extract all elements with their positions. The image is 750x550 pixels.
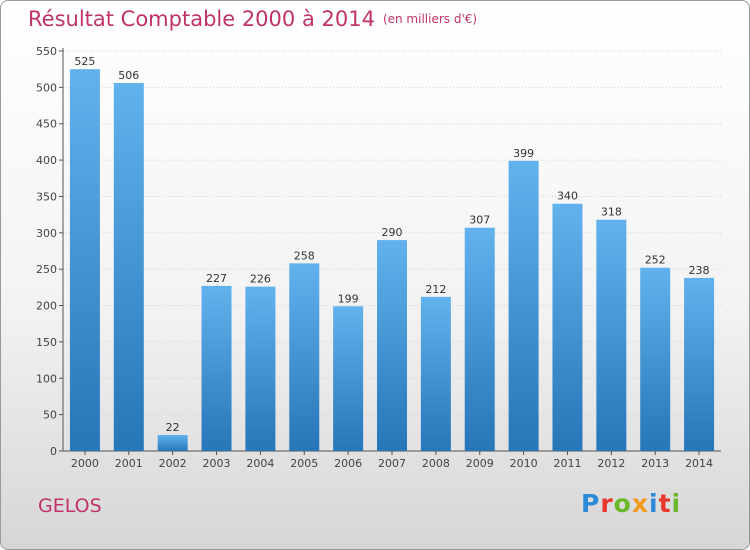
bar-2014 bbox=[684, 277, 715, 451]
x-tick-label-2009: 2009 bbox=[466, 457, 494, 470]
bar-2003 bbox=[201, 285, 232, 451]
data-label-2003: 227 bbox=[206, 272, 227, 285]
bar-2009 bbox=[464, 227, 495, 451]
bar-layer bbox=[69, 69, 715, 451]
data-label-2014: 238 bbox=[689, 264, 710, 277]
x-tick-label-2004: 2004 bbox=[246, 457, 274, 470]
bar-2002 bbox=[157, 435, 188, 451]
bar-2011 bbox=[552, 203, 583, 451]
y-tick-label: 550 bbox=[36, 45, 57, 58]
x-tick-label-2000: 2000 bbox=[71, 457, 99, 470]
bar-2010 bbox=[508, 160, 539, 451]
bar-2012 bbox=[596, 219, 627, 451]
chart-title: Résultat Comptable 2000 à 2014 (en millie… bbox=[28, 7, 477, 31]
bar-2004 bbox=[245, 286, 276, 451]
data-label-2010: 399 bbox=[513, 147, 534, 160]
data-label-2009: 307 bbox=[469, 214, 490, 227]
data-label-2005: 258 bbox=[294, 249, 315, 262]
x-tick-label-2008: 2008 bbox=[422, 457, 450, 470]
data-label-2001: 506 bbox=[118, 69, 139, 82]
logo-letter: o bbox=[613, 489, 632, 518]
y-tick-label: 450 bbox=[36, 118, 57, 131]
logo-letter: r bbox=[600, 489, 614, 518]
y-tick-label: 400 bbox=[36, 154, 57, 167]
data-label-2004: 226 bbox=[250, 273, 271, 286]
bar-2000 bbox=[69, 69, 100, 451]
proxiti-logo: Proxiti bbox=[581, 489, 681, 518]
chart-subtitle: (en milliers d'€) bbox=[382, 12, 478, 26]
y-tick-label: 100 bbox=[36, 372, 57, 385]
logo-letter: i bbox=[671, 489, 682, 518]
x-tick-label-2013: 2013 bbox=[641, 457, 669, 470]
y-tick-label: 200 bbox=[36, 300, 57, 313]
x-tick-label-2005: 2005 bbox=[290, 457, 318, 470]
x-tick-label-2010: 2010 bbox=[510, 457, 538, 470]
data-label-2011: 340 bbox=[557, 190, 578, 203]
logo-letter: x bbox=[631, 489, 649, 518]
logo-letter: t bbox=[658, 489, 672, 518]
label-layer: 525 506 22 227 226 258 199 290 212 307 399 340 318 25… bbox=[74, 55, 709, 434]
place-name: GELOS bbox=[38, 495, 102, 517]
data-label-2012: 318 bbox=[601, 206, 622, 219]
axis-layer: 0 50 100 150 200 250 300 350 400 450 500 550 2000 200… bbox=[36, 45, 721, 470]
y-tick-label: 300 bbox=[36, 227, 57, 240]
logo-letter: i bbox=[649, 489, 659, 518]
logo-letter: P bbox=[581, 489, 601, 518]
bar-2007 bbox=[377, 240, 407, 451]
bar-2005 bbox=[289, 263, 320, 451]
x-tick-label-2011: 2011 bbox=[553, 457, 581, 470]
bar-2006 bbox=[333, 306, 364, 451]
data-label-2008: 212 bbox=[425, 283, 446, 296]
y-tick-label: 0 bbox=[50, 445, 57, 458]
data-label-2013: 252 bbox=[645, 254, 666, 267]
bar-2013 bbox=[640, 267, 671, 451]
x-tick-label-2001: 2001 bbox=[115, 457, 143, 470]
x-tick-label-2002: 2002 bbox=[159, 457, 187, 470]
data-label-2002: 22 bbox=[166, 421, 180, 434]
x-tick-label-2012: 2012 bbox=[597, 457, 625, 470]
y-tick-label: 150 bbox=[36, 336, 57, 349]
y-tick-label: 500 bbox=[36, 81, 57, 94]
data-label-2000: 525 bbox=[74, 55, 95, 68]
data-label-2006: 199 bbox=[338, 292, 359, 305]
y-tick-label: 50 bbox=[43, 409, 57, 422]
data-label-2007: 290 bbox=[382, 226, 403, 239]
title-text: Résultat Comptable 2000 à 2014 bbox=[28, 7, 375, 31]
bar-2008 bbox=[420, 296, 451, 451]
bar-2001 bbox=[113, 83, 144, 451]
x-tick-label-2007: 2007 bbox=[378, 457, 406, 470]
x-tick-label-2006: 2006 bbox=[334, 457, 362, 470]
x-tick-label-2014: 2014 bbox=[685, 457, 713, 470]
x-tick-label-2003: 2003 bbox=[203, 457, 231, 470]
y-tick-label: 250 bbox=[36, 263, 57, 276]
y-tick-label: 350 bbox=[36, 190, 57, 203]
